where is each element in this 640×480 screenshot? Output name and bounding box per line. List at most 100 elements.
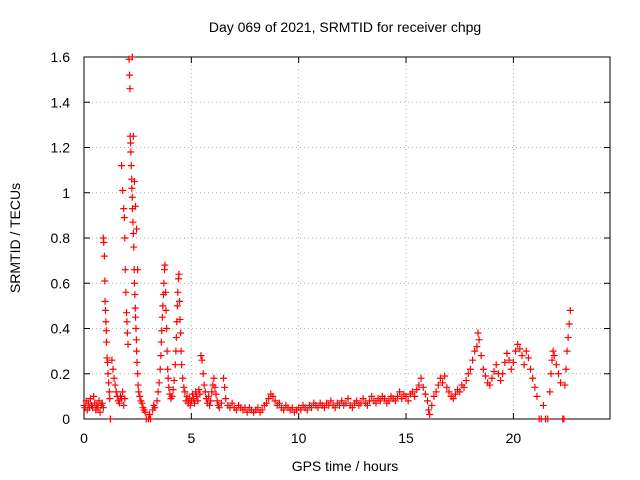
data-point: [344, 395, 352, 403]
data-point: [503, 349, 511, 357]
data-point: [120, 214, 128, 222]
data-point: [564, 334, 572, 342]
data-point: [134, 266, 142, 274]
data-point: [175, 270, 183, 278]
data-point: [462, 377, 470, 385]
data-point: [196, 390, 204, 398]
data-point: [163, 347, 171, 355]
data-point: [368, 392, 376, 400]
data-point: [135, 388, 143, 396]
data-point: [170, 377, 178, 385]
data-point: [424, 397, 432, 405]
data-point: [215, 404, 223, 412]
y-tick-label: 0.4: [51, 321, 71, 337]
data-point: [314, 404, 322, 412]
data-point: [212, 390, 220, 398]
data-point: [123, 318, 131, 326]
data-point: [486, 381, 494, 389]
data-point: [132, 325, 140, 332]
data-point: [108, 356, 116, 364]
data-point: [103, 338, 111, 346]
data-point: [172, 334, 180, 342]
data-point: [160, 279, 168, 287]
data-point: [408, 388, 416, 396]
data-point: [181, 388, 189, 396]
data-point: [501, 358, 509, 366]
x-tick-label: 20: [506, 430, 522, 446]
data-point: [441, 372, 449, 380]
data-point: [419, 383, 427, 391]
data-point: [157, 338, 165, 346]
data-point: [560, 415, 568, 423]
data-point: [201, 388, 209, 396]
data-point: [129, 229, 137, 237]
x-axis-title: GPS time / hours: [292, 458, 399, 474]
x-tick-label: 0: [80, 430, 88, 446]
data-point: [497, 377, 505, 385]
data-point: [127, 162, 135, 170]
y-tick-labels: 0 0.2 0.4 0.6 0.8 1 1.2 1.4 1.6: [51, 49, 71, 427]
data-point: [210, 374, 218, 382]
data-points: [80, 53, 574, 423]
data-point: [404, 397, 412, 405]
data-point: [531, 383, 539, 391]
data-point: [363, 401, 371, 409]
data-point: [134, 370, 142, 378]
data-point: [134, 381, 142, 389]
data-point: [127, 148, 135, 156]
data-point: [126, 71, 134, 79]
data-point: [432, 388, 440, 396]
data-point: [178, 361, 186, 369]
data-point: [176, 315, 184, 323]
data-point: [265, 395, 273, 403]
data-point: [499, 370, 507, 378]
data-point: [177, 347, 185, 355]
data-point: [112, 388, 120, 396]
data-point: [288, 404, 296, 412]
data-point: [548, 356, 556, 364]
data-point: [222, 395, 230, 403]
data-point: [466, 365, 474, 373]
data-point: [208, 388, 216, 396]
data-point: [99, 404, 107, 412]
data-point: [439, 379, 447, 387]
data-point: [529, 374, 537, 382]
data-point: [428, 401, 436, 409]
data-point: [123, 309, 131, 317]
data-point: [522, 347, 530, 355]
data-point: [194, 397, 202, 405]
data-point: [509, 358, 517, 366]
data-point: [132, 202, 140, 210]
data-point: [533, 392, 541, 400]
data-point: [101, 297, 109, 305]
data-point: [153, 397, 161, 405]
data-point: [425, 406, 433, 414]
data-point: [106, 395, 114, 403]
data-point: [138, 399, 146, 407]
data-point: [562, 365, 570, 373]
data-point: [96, 408, 104, 416]
x-tick-label: 5: [187, 430, 195, 446]
data-point: [338, 397, 346, 405]
data-point: [539, 401, 547, 409]
data-point: [451, 390, 459, 398]
data-point: [436, 374, 444, 382]
y-tick-label: 0.6: [51, 275, 71, 291]
data-point: [168, 392, 176, 400]
data-point: [121, 234, 129, 242]
data-point: [100, 252, 108, 260]
data-point: [411, 392, 419, 400]
data-point: [119, 186, 127, 194]
data-point: [426, 410, 434, 418]
data-point: [128, 184, 136, 192]
data-point: [123, 329, 131, 337]
y-tick-label: 0: [62, 411, 70, 427]
data-point: [460, 383, 468, 391]
data-point: [100, 239, 108, 247]
data-point: [151, 404, 159, 412]
data-point: [141, 408, 149, 416]
data-point: [120, 205, 128, 213]
data-point: [206, 401, 214, 409]
data-point: [488, 374, 496, 382]
data-point: [121, 395, 129, 403]
